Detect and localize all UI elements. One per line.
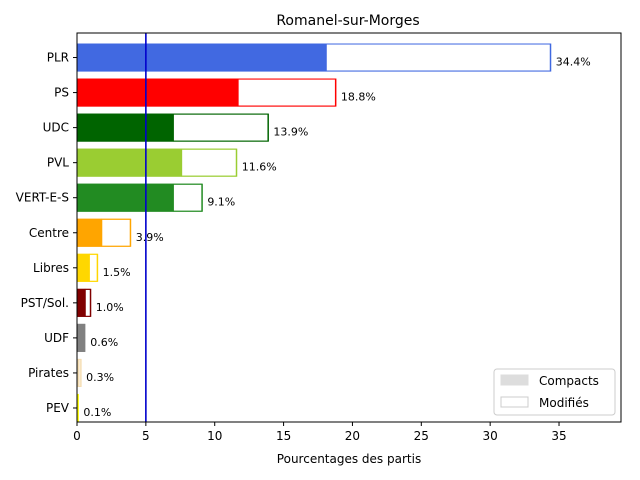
x-tick-label-0: 0 [73, 429, 81, 443]
y-tick-label-centre: Centre [29, 226, 69, 240]
x-tick-label-30: 30 [483, 429, 498, 443]
y-tick-label-pirates: Pirates [28, 366, 69, 380]
bar-modifies-ps [237, 78, 337, 107]
plot-frame [76, 32, 622, 423]
plot-area: 34.4% 18.8% 13.9% 11.6% 9.1% 3.9% 1.5% 1.0% 0.6%… [77, 33, 591, 422]
y-tick-label-vert-e-s: VERT-E-S [16, 191, 69, 205]
data-label-pirates: 0.3% [86, 371, 114, 384]
y-tick-label-pev: PEV [46, 401, 70, 415]
legend-label-modifies: Modifiés [539, 396, 589, 410]
bar-compacts-udf [77, 323, 86, 352]
legend: Compacts Modifiés [493, 368, 616, 416]
axes: PLR PS UDC PVL VERT-E-S Centre Libres PST/Sol. U… [16, 51, 567, 443]
data-label-udf: 0.6% [90, 336, 118, 349]
data-label-vert-e-s: 9.1% [207, 196, 235, 209]
y-tick-label-libres: Libres [33, 261, 69, 275]
data-label-pvl: 11.6% [242, 161, 277, 174]
bar-modifies-pvl [181, 148, 238, 177]
bar-compacts-udc [77, 113, 174, 142]
data-label-centre: 3.9% [136, 231, 164, 244]
bar-compacts-plr [77, 43, 327, 72]
y-tick-label-plr: PLR [47, 51, 69, 65]
y-tick-label-pst-sol: PST/Sol. [21, 296, 69, 310]
bar-compacts-pirates [77, 358, 80, 387]
bar-modifies-plr [325, 43, 552, 72]
bar-modifies-libres [88, 253, 99, 282]
bar-compacts-pvl [77, 148, 182, 177]
legend-label-compacts: Compacts [539, 374, 599, 388]
legend-swatch-modifies [500, 396, 529, 408]
bar-compacts-ps [77, 78, 239, 107]
data-label-ps: 18.8% [341, 91, 376, 104]
legend-swatch-compacts [500, 374, 529, 386]
y-tick-label-pvl: PVL [47, 156, 69, 170]
chart-title: Romanel-sur-Morges [276, 13, 419, 29]
bar-modifies-centre [101, 218, 132, 247]
y-tick-label-udc: UDC [43, 121, 69, 135]
bar-compacts-centre [77, 218, 102, 247]
bar-compacts-pst-sol [77, 288, 86, 317]
x-tick-label-25: 25 [414, 429, 429, 443]
bar-modifies-udc [172, 113, 269, 142]
data-label-pst-sol: 1.0% [96, 301, 124, 314]
data-label-plr: 34.4% [556, 56, 591, 69]
data-label-libres: 1.5% [103, 266, 131, 279]
x-tick-label-20: 20 [345, 429, 360, 443]
bar-compacts-libres [77, 253, 90, 282]
x-axis-label: Pourcentages des partis [277, 452, 421, 466]
y-tick-label-udf: UDF [44, 331, 69, 345]
x-tick-label-5: 5 [142, 429, 150, 443]
x-tick-label-10: 10 [207, 429, 222, 443]
bar-compacts-vert-e-s [77, 183, 174, 212]
data-label-pev: 0.1% [83, 406, 111, 419]
y-tick-label-ps: PS [54, 86, 69, 100]
x-tick-label-35: 35 [551, 429, 566, 443]
bar-modifies-vert-e-s [172, 183, 203, 212]
x-tick-label-15: 15 [276, 429, 291, 443]
data-label-udc: 13.9% [273, 126, 308, 139]
